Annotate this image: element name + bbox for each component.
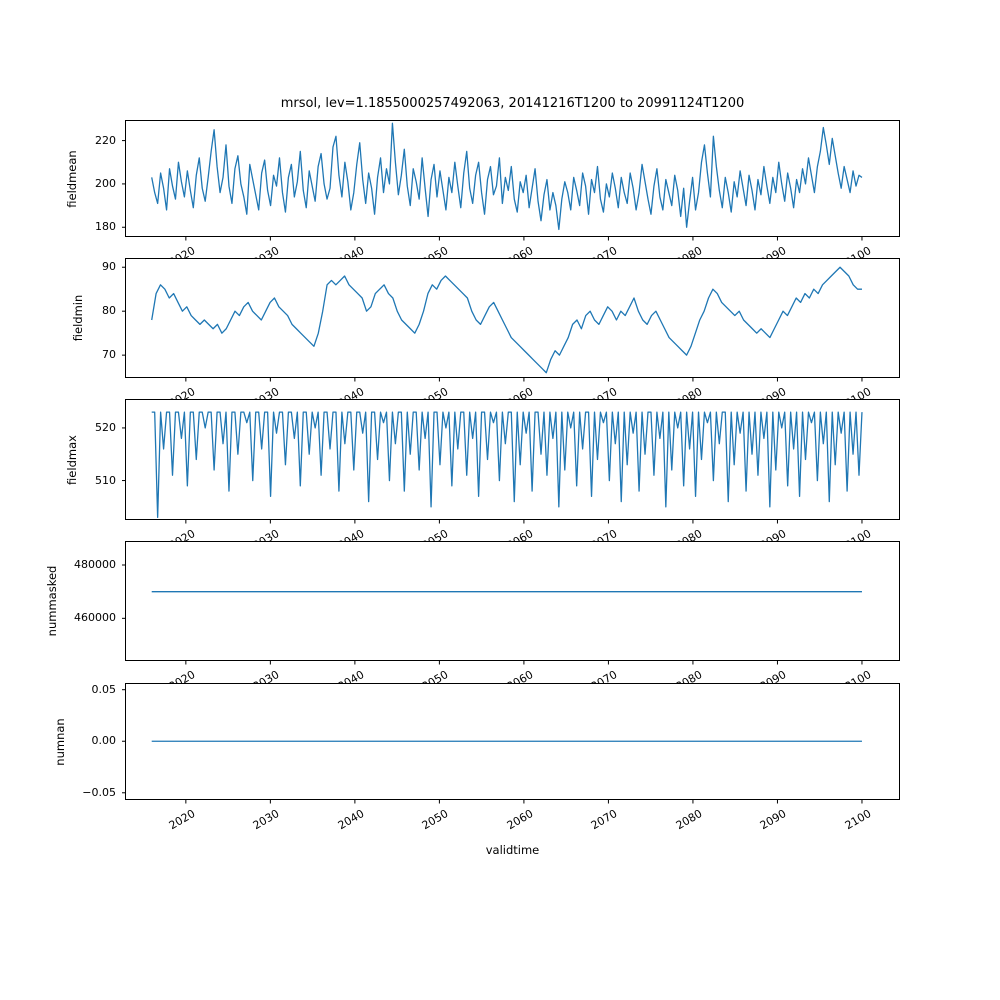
y-axis-label-fieldmin: fieldmin bbox=[71, 294, 85, 342]
y-tick-label: 200 bbox=[95, 176, 116, 190]
y-tick-label: 510 bbox=[95, 473, 116, 487]
x-tick-label: 2050 bbox=[420, 807, 451, 833]
x-tick-label: 2040 bbox=[335, 807, 367, 833]
axes-fieldmax bbox=[122, 399, 900, 524]
x-tick-label: 2020 bbox=[166, 807, 198, 833]
x-tick-label: 2090 bbox=[758, 807, 789, 833]
axes-nummasked bbox=[122, 541, 900, 665]
x-axis-label: validtime bbox=[485, 843, 540, 857]
y-tick-label: 70 bbox=[102, 348, 116, 362]
y-tick-label: 90 bbox=[102, 260, 116, 274]
x-tick-label: 2030 bbox=[251, 807, 282, 833]
y-tick-label: 220 bbox=[95, 133, 116, 147]
y-axis-label-fieldmax: fieldmax bbox=[65, 434, 79, 485]
y-tick-label: 0.00 bbox=[91, 734, 117, 748]
x-tick-label: 2070 bbox=[589, 807, 620, 833]
y-axis-label-fieldmean: fieldmean bbox=[65, 149, 79, 208]
y-tick-label: 460000 bbox=[74, 611, 116, 625]
axes-numnan bbox=[122, 683, 900, 804]
x-tick-label: 2100 bbox=[842, 807, 874, 833]
series-line-fieldmean bbox=[151, 122, 863, 231]
y-axis-label-numnan: numnan bbox=[53, 717, 67, 766]
y-tick-label: 520 bbox=[95, 420, 116, 434]
axes-fieldmean bbox=[122, 120, 900, 241]
y-tick-label: 180 bbox=[95, 220, 116, 234]
y-tick-label: 0.05 bbox=[91, 682, 117, 696]
series-line-fieldmax bbox=[151, 411, 863, 519]
x-tick-label: 2060 bbox=[504, 807, 536, 833]
figure-title: mrsol, lev=1.1855000257492063, 20141216T… bbox=[280, 96, 745, 111]
y-axis-label-nummasked: nummasked bbox=[45, 565, 59, 637]
y-tick-label: 80 bbox=[102, 304, 116, 318]
y-tick-label: 480000 bbox=[74, 558, 116, 571]
axes-fieldmin bbox=[122, 258, 900, 382]
y-tick-label: −0.05 bbox=[82, 785, 116, 799]
series-line-fieldmin bbox=[151, 266, 862, 374]
x-tick-label: 2080 bbox=[673, 807, 705, 833]
